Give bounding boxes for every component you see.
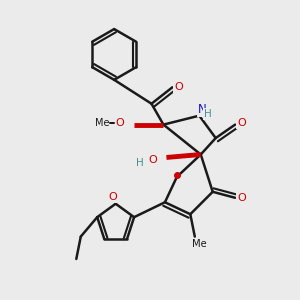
Text: O: O — [175, 82, 183, 92]
Text: Me: Me — [95, 118, 109, 128]
Text: N: N — [198, 103, 207, 116]
Text: H: H — [204, 109, 212, 119]
Text: O: O — [116, 118, 124, 128]
Text: O: O — [108, 192, 117, 202]
Text: H: H — [136, 158, 143, 168]
Text: O: O — [237, 193, 246, 203]
Text: O: O — [148, 154, 158, 165]
Text: Me: Me — [192, 239, 207, 249]
Text: O: O — [237, 118, 246, 128]
